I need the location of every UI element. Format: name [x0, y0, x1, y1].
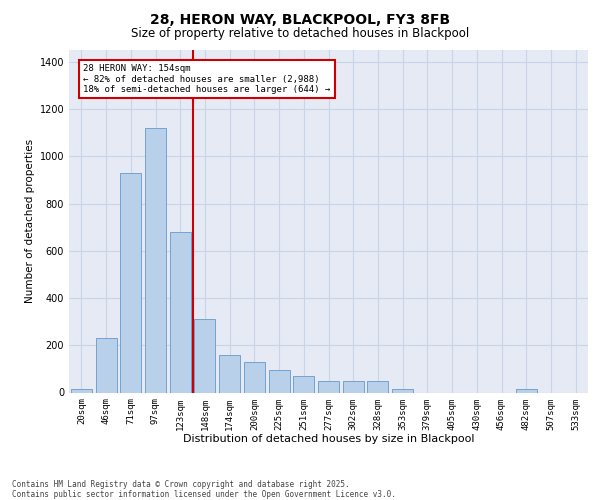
Bar [516, 389, 537, 392]
Text: 28, HERON WAY, BLACKPOOL, FY3 8FB: 28, HERON WAY, BLACKPOOL, FY3 8FB [150, 12, 450, 26]
Text: 28 HERON WAY: 154sqm
← 82% of detached houses are smaller (2,988)
18% of semi-de: 28 HERON WAY: 154sqm ← 82% of detached h… [83, 64, 331, 94]
Bar [170, 232, 191, 392]
Bar [293, 376, 314, 392]
Bar [244, 362, 265, 392]
Bar [367, 380, 388, 392]
Bar [120, 173, 141, 392]
Bar [145, 128, 166, 392]
Bar [95, 338, 116, 392]
Bar [269, 370, 290, 392]
Bar [219, 354, 240, 393]
X-axis label: Distribution of detached houses by size in Blackpool: Distribution of detached houses by size … [183, 434, 474, 444]
Y-axis label: Number of detached properties: Number of detached properties [25, 139, 35, 304]
Bar [194, 320, 215, 392]
Bar [392, 389, 413, 392]
Bar [343, 380, 364, 392]
Text: Size of property relative to detached houses in Blackpool: Size of property relative to detached ho… [131, 28, 469, 40]
Bar [318, 380, 339, 392]
Bar [71, 389, 92, 392]
Text: Contains HM Land Registry data © Crown copyright and database right 2025.
Contai: Contains HM Land Registry data © Crown c… [12, 480, 396, 499]
